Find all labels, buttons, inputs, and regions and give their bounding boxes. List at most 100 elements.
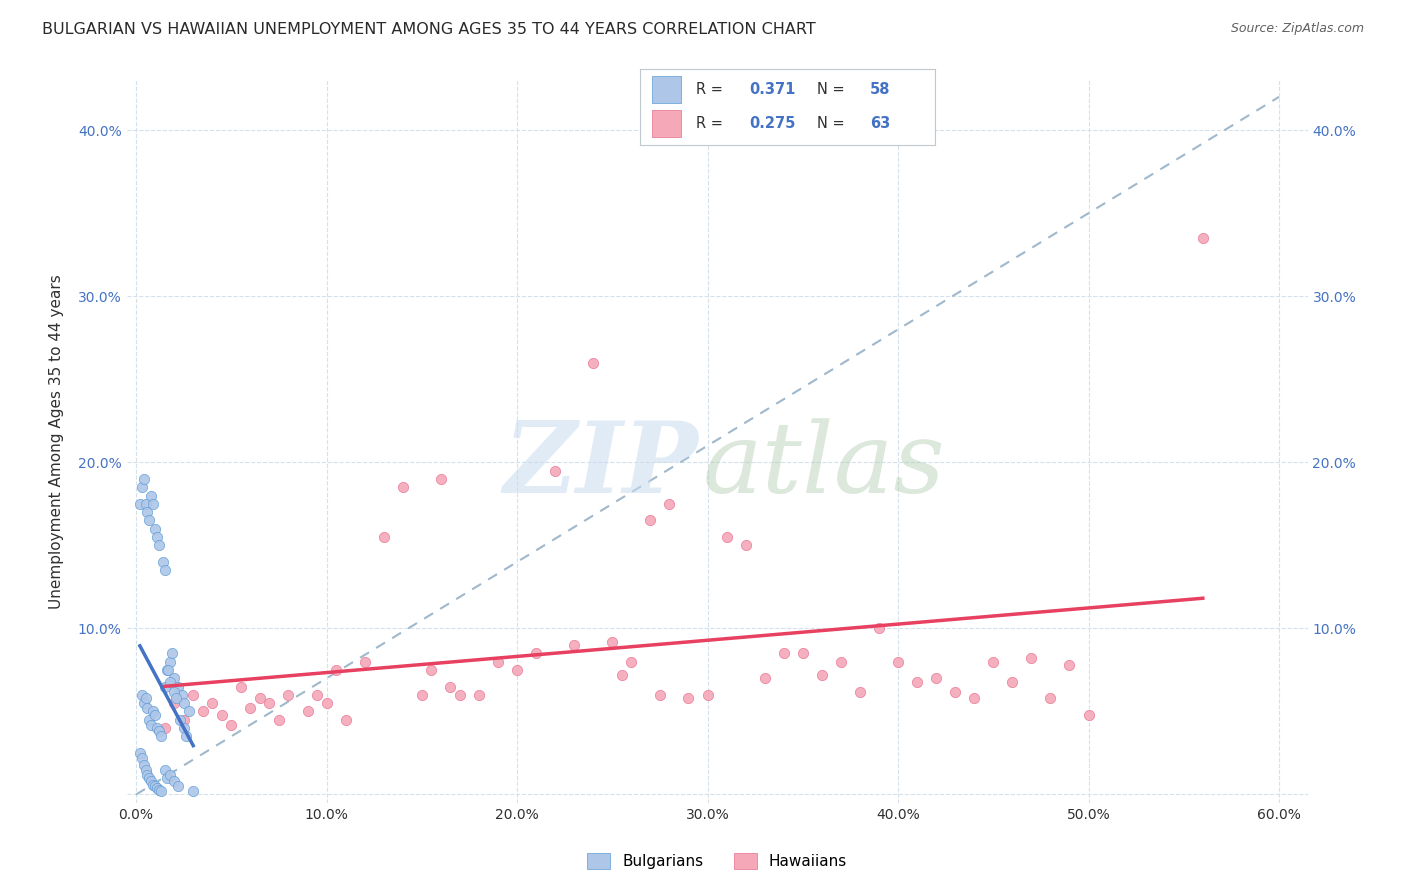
Point — [620, 655, 643, 669]
Point — [506, 663, 529, 677]
Point — [174, 730, 197, 744]
Point — [149, 784, 172, 798]
Point — [135, 763, 157, 777]
Point — [159, 767, 181, 781]
Point — [136, 701, 159, 715]
Point — [143, 779, 166, 793]
Point — [173, 721, 195, 735]
Point — [181, 784, 204, 798]
Text: Source: ZipAtlas.com: Source: ZipAtlas.com — [1230, 22, 1364, 36]
Point — [131, 480, 153, 494]
Text: R =: R = — [696, 82, 727, 96]
Point — [544, 464, 567, 478]
Point — [146, 780, 169, 795]
Point — [131, 751, 153, 765]
Point — [128, 497, 150, 511]
Y-axis label: Unemployment Among Ages 35 to 44 years: Unemployment Among Ages 35 to 44 years — [49, 274, 63, 609]
Point — [162, 646, 184, 660]
Point — [562, 638, 585, 652]
Text: atlas: atlas — [703, 418, 946, 513]
Point — [449, 688, 471, 702]
Point — [1001, 674, 1024, 689]
Point — [132, 757, 155, 772]
Point — [128, 746, 150, 760]
Text: N =: N = — [817, 116, 849, 131]
Point — [153, 763, 176, 777]
Point — [148, 538, 170, 552]
Point — [887, 655, 910, 669]
Point — [135, 497, 157, 511]
Point — [146, 721, 169, 735]
Point — [249, 691, 271, 706]
Point — [610, 668, 633, 682]
Point — [136, 767, 159, 781]
Point — [648, 688, 671, 702]
Legend: Bulgarians, Hawaiians: Bulgarians, Hawaiians — [581, 847, 853, 875]
Point — [849, 684, 872, 698]
Point — [132, 696, 155, 710]
Point — [157, 663, 180, 677]
Point — [138, 771, 160, 785]
Point — [153, 563, 176, 577]
Point — [696, 688, 718, 702]
Point — [943, 684, 966, 698]
Point — [148, 724, 170, 739]
Point — [678, 691, 700, 706]
Text: 58: 58 — [870, 82, 890, 96]
Point — [905, 674, 928, 689]
Point — [305, 688, 328, 702]
Point — [221, 717, 243, 731]
Point — [163, 696, 186, 710]
Text: 0.371: 0.371 — [749, 82, 796, 96]
Point — [259, 696, 281, 710]
Point — [486, 655, 509, 669]
Point — [141, 774, 163, 789]
Point — [868, 621, 890, 635]
Point — [201, 696, 224, 710]
Point — [141, 717, 163, 731]
Text: 63: 63 — [870, 116, 890, 131]
Point — [191, 705, 214, 719]
Point — [1191, 231, 1213, 245]
Point — [153, 680, 176, 694]
Point — [373, 530, 395, 544]
Point — [163, 671, 186, 685]
Point — [658, 497, 681, 511]
Point — [143, 707, 166, 722]
Point — [524, 646, 547, 660]
Point — [792, 646, 814, 660]
Point — [439, 680, 461, 694]
Text: BULGARIAN VS HAWAIIAN UNEMPLOYMENT AMONG AGES 35 TO 44 YEARS CORRELATION CHART: BULGARIAN VS HAWAIIAN UNEMPLOYMENT AMONG… — [42, 22, 815, 37]
Point — [153, 721, 176, 735]
Text: N =: N = — [817, 82, 849, 96]
Point — [325, 663, 347, 677]
Point — [830, 655, 852, 669]
Point — [135, 691, 157, 706]
Point — [149, 730, 172, 744]
Point — [138, 713, 160, 727]
Point — [391, 480, 413, 494]
Point — [734, 538, 756, 552]
Point — [582, 356, 605, 370]
Point — [138, 513, 160, 527]
Point — [420, 663, 443, 677]
Point — [142, 497, 165, 511]
Point — [152, 555, 174, 569]
Point — [167, 779, 190, 793]
Point — [754, 671, 776, 685]
Point — [170, 688, 193, 702]
Point — [146, 530, 169, 544]
Point — [963, 691, 986, 706]
Point — [136, 505, 159, 519]
Point — [716, 530, 738, 544]
Point — [315, 696, 337, 710]
Point — [772, 646, 794, 660]
Point — [353, 655, 375, 669]
Point — [297, 705, 319, 719]
Bar — [651, 110, 681, 137]
Point — [1039, 691, 1062, 706]
Point — [179, 705, 201, 719]
Point — [239, 701, 262, 715]
Point — [159, 674, 181, 689]
Point — [173, 696, 195, 710]
